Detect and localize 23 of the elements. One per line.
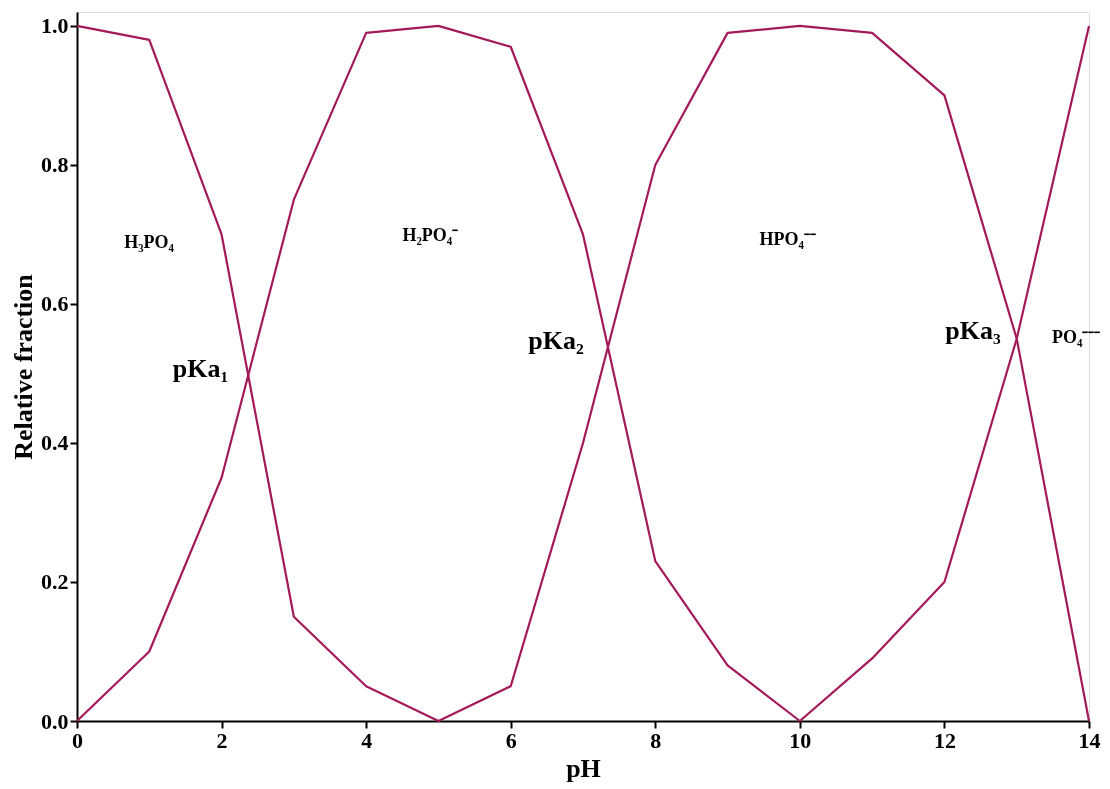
annotation: HPO₄⁻⁻: [759, 228, 816, 249]
annotation: H₂PO₄⁻: [402, 225, 459, 245]
y-axis-title: Relative fraction: [9, 273, 38, 460]
x-tick-label: 2: [216, 727, 228, 753]
x-tick-label: 0: [72, 727, 83, 753]
annotation: pKa₃: [945, 315, 1002, 345]
annotation: H₃PO₄: [124, 232, 175, 252]
x-axis-title: pH: [566, 753, 601, 783]
x-tick-label: 4: [361, 727, 373, 753]
y-tick-label: 1.0: [41, 13, 69, 39]
x-tick-label: 10: [789, 727, 812, 753]
y-tick-label: 0.6: [41, 291, 69, 317]
y-tick-label: 0.4: [41, 430, 69, 456]
annotation: PO₄⁻⁻⁻: [1051, 326, 1101, 347]
x-tick-label: 8: [650, 727, 662, 753]
y-tick-label: 0.0: [41, 708, 69, 734]
annotation: pKa₁: [172, 354, 229, 383]
annotation: pKa₂: [528, 326, 584, 355]
y-tick-label: 0.2: [41, 569, 69, 595]
y-tick-label: 0.8: [41, 152, 69, 178]
x-tick-label: 14: [1078, 727, 1101, 753]
x-tick-label: 12: [933, 727, 956, 753]
x-tick-label: 6: [505, 727, 517, 753]
